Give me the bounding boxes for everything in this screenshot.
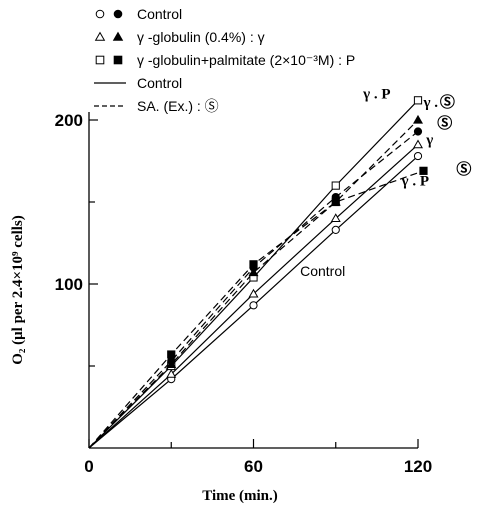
legend-marker-filled <box>113 9 123 19</box>
annotation-label: Ⓢ <box>440 93 455 111</box>
x-axis-label: Time (min.) <box>202 488 278 504</box>
data-point <box>330 213 341 223</box>
y-tick-label: 200 <box>55 111 83 130</box>
data-point <box>413 151 423 161</box>
data-point <box>331 225 340 234</box>
legend-label: γ -globulin (0.4%) : γ <box>137 29 265 45</box>
legend-marker-open <box>94 31 106 41</box>
data-point <box>166 369 177 378</box>
annotation-label: Control <box>300 263 345 279</box>
data-point <box>413 96 423 105</box>
legend-label: Control <box>137 75 182 91</box>
data-point <box>249 301 258 310</box>
data-point <box>331 181 340 190</box>
data-point <box>248 267 259 277</box>
legend-label: Control <box>137 6 182 22</box>
data-point <box>412 114 424 124</box>
x-tick-label: 60 <box>244 457 263 476</box>
annotation-label: Ⓢ <box>456 160 471 178</box>
legend-label: γ -globulin+palmitate (2×10⁻³M) : P <box>137 52 355 68</box>
series-line <box>88 119 419 449</box>
annotation-label: γ <box>425 133 433 149</box>
annotation-label: Ⓢ <box>437 114 452 132</box>
annotation-label: γ . P <box>401 174 429 190</box>
x-tick-label: 120 <box>404 457 432 476</box>
legend-label: SA. (Ex.) : Ⓢ <box>137 98 219 114</box>
legend-marker-open <box>95 55 105 65</box>
x-tick-label: 0 <box>84 457 93 476</box>
data-point <box>167 350 176 359</box>
y-axis-label: O₂ (μl per 2.4×10⁹ cells) <box>10 215 26 365</box>
axes: 0 60 120 100 200 <box>55 111 433 476</box>
data-point <box>412 139 424 149</box>
legend-marker-filled <box>113 55 123 65</box>
annotation-label: γ . P <box>362 87 390 103</box>
data-point <box>419 166 428 175</box>
data-point <box>413 127 423 136</box>
annotation-label: γ . <box>422 95 438 111</box>
data-point <box>166 359 177 368</box>
y-tick-label: 100 <box>55 275 83 294</box>
legend-marker-open <box>95 9 105 19</box>
series-group <box>88 96 428 449</box>
data-point <box>249 260 258 269</box>
data-point <box>331 197 340 207</box>
legend-marker-filled <box>112 31 124 41</box>
data-point <box>248 288 259 298</box>
legend: Control γ -globulin (0.4%) : γ γ -globulin… <box>94 6 355 114</box>
